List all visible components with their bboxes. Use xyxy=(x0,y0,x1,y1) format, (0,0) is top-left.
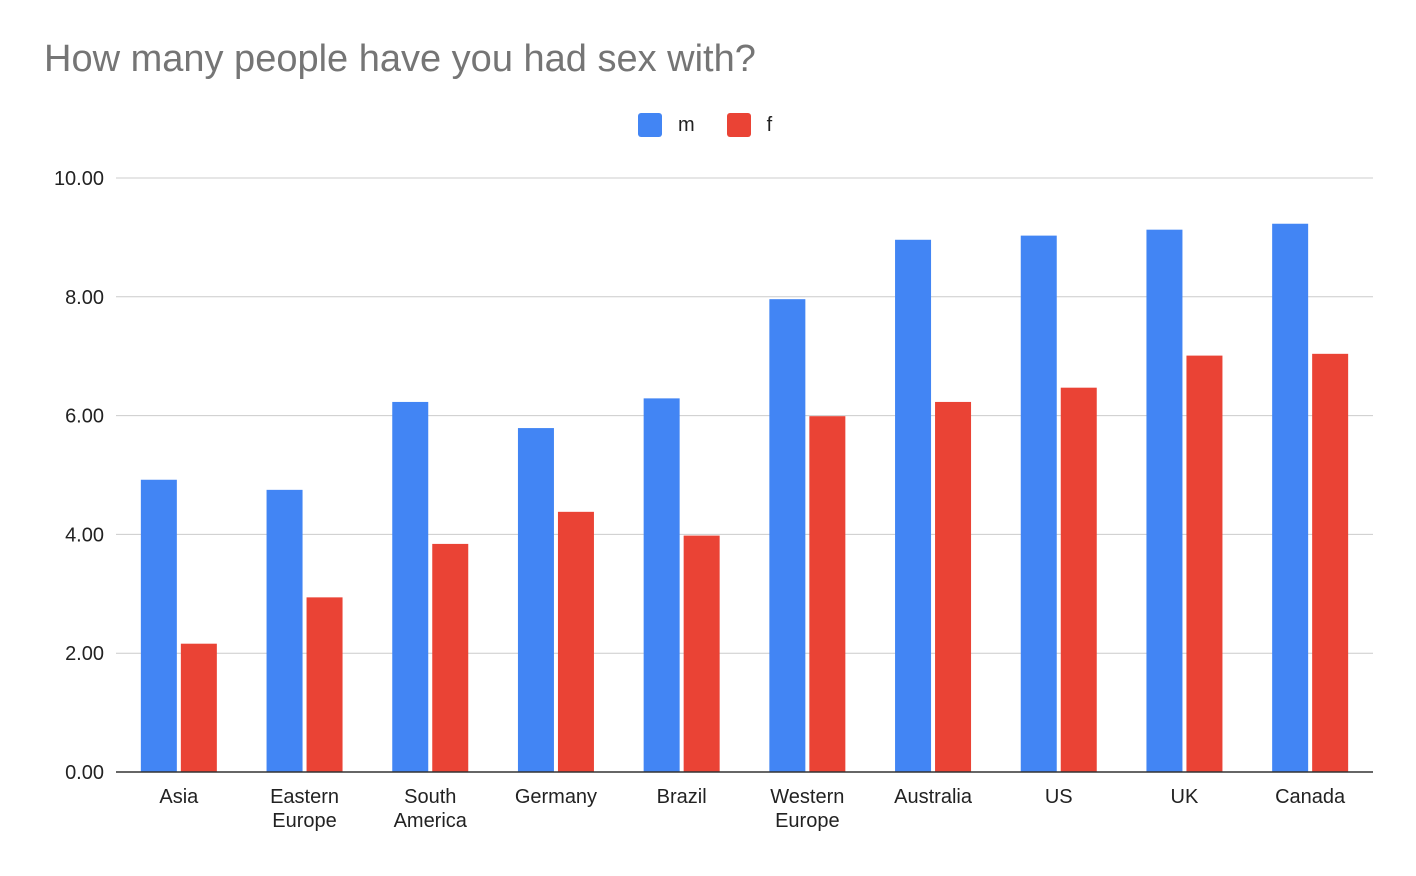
bar-f xyxy=(557,511,594,772)
bar-m xyxy=(1272,223,1309,772)
y-tick-label: 2.00 xyxy=(65,643,104,665)
x-tick-label: Canada xyxy=(1275,786,1346,808)
legend: m f xyxy=(638,112,804,138)
bar-m xyxy=(517,428,554,772)
y-tick-label: 0.00 xyxy=(65,762,104,784)
bar-f xyxy=(180,643,217,772)
y-tick-label: 10.00 xyxy=(54,168,104,190)
bar-m xyxy=(1146,229,1183,773)
x-tick-label: Asia xyxy=(159,786,199,808)
legend-item-m: m xyxy=(638,113,695,137)
bar-f xyxy=(935,401,972,772)
bar-f xyxy=(432,543,469,772)
x-tick-label: UK xyxy=(1171,786,1199,808)
y-tick-label: 4.00 xyxy=(65,524,104,546)
bar-m xyxy=(266,489,303,772)
x-tick-label: South America xyxy=(394,786,468,832)
bar-f xyxy=(306,597,343,772)
bar-f xyxy=(683,535,720,772)
y-tick-label: 6.00 xyxy=(65,406,104,428)
bar-f xyxy=(1312,353,1349,772)
bar-m xyxy=(769,299,806,772)
x-tick-label: Brazil xyxy=(657,786,707,808)
bar-f xyxy=(1060,387,1097,772)
x-tick-label: Eastern Europe xyxy=(270,786,339,832)
bar-m xyxy=(392,401,429,772)
x-tick-label: Germany xyxy=(515,786,597,808)
bar-f xyxy=(809,416,846,772)
legend-label-m: m xyxy=(678,113,695,136)
chart-title: How many people have you had sex with? xyxy=(44,38,756,80)
legend-swatch-f xyxy=(726,113,751,137)
legend-swatch-m xyxy=(638,113,662,137)
x-tick-label: US xyxy=(1045,786,1073,808)
bar-m xyxy=(895,239,932,772)
bar-f xyxy=(1186,355,1223,772)
legend-item-f: f xyxy=(726,113,773,137)
x-tick-label: Western Europe xyxy=(770,786,844,832)
y-tick-label: 8.00 xyxy=(65,287,104,309)
x-tick-label: Australia xyxy=(894,786,973,808)
bar-m xyxy=(643,398,680,772)
bar-m xyxy=(140,479,177,772)
bar-m xyxy=(1020,235,1057,773)
legend-label-f: f xyxy=(766,113,773,136)
